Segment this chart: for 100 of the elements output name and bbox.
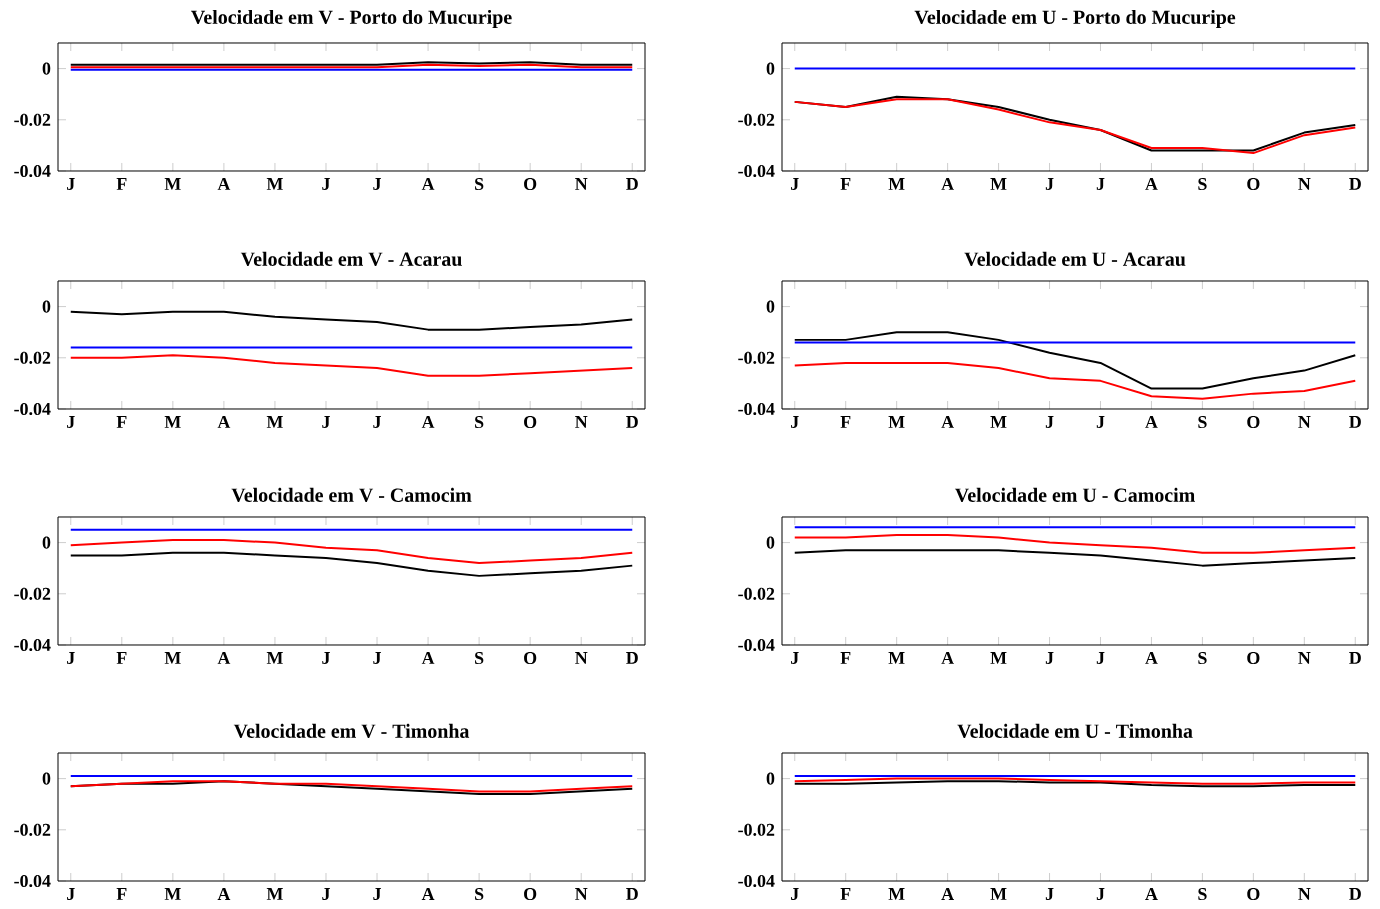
y-tick-label: -0.02 [738,113,775,126]
x-tick-label: A [217,416,231,428]
y-tick-label: 0 [766,536,775,549]
x-tick-label: D [1349,888,1361,900]
x-tick-label: A [217,652,231,664]
y-tick-label: 0 [42,62,51,75]
y-tick-label: -0.02 [738,823,775,836]
x-tick-label: F [116,178,127,190]
chart-title: Velocidade em U - Acarau [964,251,1186,267]
x-tick-label: A [421,416,435,428]
x-tick-label: A [217,178,231,190]
x-tick-label: F [840,416,851,428]
x-tick-label: M [266,416,283,428]
x-tick-label: O [1247,416,1260,429]
x-tick-label: N [1298,652,1311,664]
x-tick-label: O [524,652,537,665]
x-tick-label: A [941,888,954,900]
x-tick-label: J [791,416,799,428]
x-tick-label: M [990,178,1007,190]
x-tick-label: D [626,888,638,900]
x-tick-label: A [1145,416,1158,428]
x-tick-label: A [421,888,435,900]
y-tick-label: -0.02 [738,587,775,600]
x-tick-label: M [266,652,283,664]
x-tick-label: J [67,416,75,428]
x-tick-label: M [990,416,1007,428]
x-tick-label: J [1096,652,1105,664]
x-tick-label: N [1298,888,1311,900]
x-tick-label: M [888,652,905,664]
x-tick-label: J [791,652,799,664]
x-tick-label: D [1349,178,1361,190]
x-tick-label: S [475,652,484,665]
x-tick-label: A [1145,178,1158,190]
x-tick-label: N [1298,178,1311,190]
x-tick-label: A [941,416,954,428]
x-tick-label: N [1298,416,1311,428]
y-tick-label: -0.04 [14,164,51,178]
x-tick-label: N [575,888,588,900]
x-tick-label: J [373,888,382,900]
chart-title: Velocidade em V - Acarau [240,251,462,267]
x-tick-label: M [164,652,181,664]
x-tick-label: D [626,178,638,190]
x-tick-label: M [990,652,1007,664]
y-tick-label: -0.04 [14,874,51,888]
x-tick-label: J [1045,888,1054,900]
y-tick-label: 0 [766,62,775,75]
x-tick-label: J [67,178,75,190]
x-tick-label: M [266,178,283,190]
x-tick-label: J [322,178,330,190]
x-tick-label: A [941,178,954,190]
line-series [793,331,1357,390]
x-tick-label: J [373,652,382,664]
x-tick-label: A [1145,652,1158,664]
x-tick-label: M [990,888,1007,900]
x-tick-label: S [475,178,484,191]
x-tick-label: J [373,178,382,190]
x-tick-label: M [888,888,905,900]
x-tick-label: S [475,416,484,429]
x-tick-label: J [791,178,799,190]
y-tick-label: 0 [766,300,775,313]
chart-title: Velocidade em U - Porto do Mucuripe [914,9,1236,28]
x-tick-label: J [1096,888,1105,900]
x-tick-label: O [524,888,537,901]
x-tick-label: J [1045,416,1054,428]
x-tick-label: F [116,888,127,900]
y-tick-label: -0.04 [738,164,775,178]
y-tick-label: -0.04 [738,402,775,416]
x-tick-label: A [421,652,435,664]
y-tick-label: -0.02 [738,351,775,364]
x-tick-label: F [116,416,127,428]
chart-title: Velocidade em U - Timonha [957,723,1193,739]
chart-title: Velocidade em U - Camocim [954,487,1195,503]
y-tick-label: 0 [766,772,775,785]
x-tick-label: M [888,178,905,190]
y-tick-label: -0.04 [14,638,51,652]
x-tick-label: S [1198,888,1207,901]
x-tick-label: O [1247,888,1260,901]
x-tick-label: J [1045,652,1054,664]
x-tick-label: J [67,888,75,900]
x-tick-label: J [1096,178,1105,190]
y-tick-label: -0.02 [14,823,51,836]
x-tick-label: J [322,416,330,428]
x-tick-label: J [67,652,75,664]
y-tick-label: 0 [42,536,51,549]
x-tick-label: D [1349,416,1361,428]
x-tick-label: S [1198,416,1207,429]
x-tick-label: J [1096,416,1105,428]
line-series [69,551,634,577]
x-tick-label: A [217,888,231,900]
line-series [69,539,634,565]
x-tick-label: J [322,652,330,664]
x-tick-label: N [575,178,588,190]
y-tick-label: -0.02 [14,113,51,126]
y-tick-label: -0.02 [14,351,51,364]
x-tick-label: N [575,652,588,664]
x-tick-label: O [1247,652,1260,665]
x-tick-label: S [475,888,484,901]
y-tick-label: -0.04 [738,638,775,652]
x-tick-label: S [1198,178,1207,191]
x-tick-label: O [524,416,537,429]
